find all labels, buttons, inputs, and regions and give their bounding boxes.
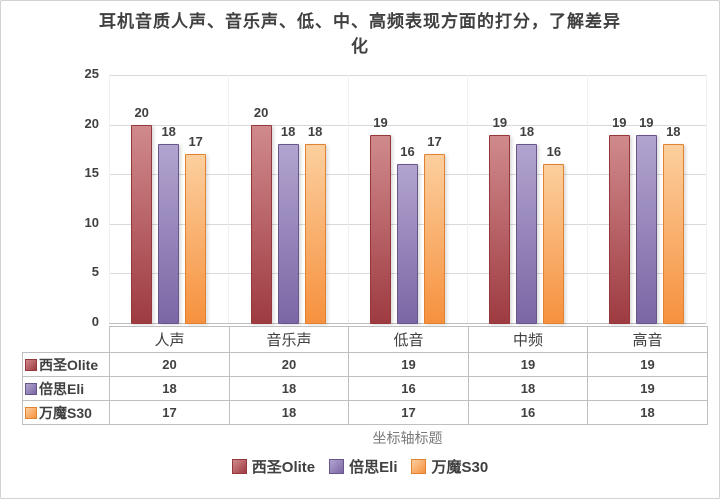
vertical-gridline — [586, 75, 588, 323]
table-row: 万魔S30 17 18 17 16 18 — [22, 400, 708, 425]
bar — [516, 144, 538, 324]
series-swatch — [25, 358, 37, 371]
table-row: 西圣Olite 20 20 19 19 19 — [22, 352, 708, 377]
bar — [370, 134, 391, 324]
bar — [277, 144, 299, 324]
table-value-cell: 18 — [229, 376, 349, 401]
legend-label: 倍思Eli — [349, 459, 398, 476]
table-header-cell: 音乐声 — [229, 326, 349, 353]
table-value-cell: 19 — [468, 352, 588, 377]
bar — [185, 154, 207, 324]
legend-marker — [329, 459, 345, 474]
bar-value-label: 18 — [280, 124, 296, 140]
bar — [250, 124, 272, 324]
y-tick-label: 5 — [91, 264, 99, 280]
table-header-row: 人声 音乐声 低音 中频 高音 — [23, 326, 708, 353]
table-row-label: 西圣Olite — [22, 352, 110, 377]
legend: 西圣Olite 倍思Eli 万魔S30 — [1, 456, 719, 477]
legend-item: 西圣Olite — [231, 456, 316, 477]
table-value-cell: 17 — [109, 400, 230, 425]
series-name: 西圣Olite — [39, 356, 99, 373]
plot-area: 20 18 17 20 18 18 19 16 17 19 18 16 19 19 18 — [109, 75, 707, 324]
legend-marker — [231, 459, 247, 474]
bar-value-label: 20 — [134, 104, 149, 120]
table-header-cell: 中频 — [468, 326, 588, 353]
table-value-cell: 19 — [348, 352, 469, 377]
bar-value-label: 17 — [427, 134, 442, 150]
table-value-cell: 18 — [587, 400, 708, 425]
table-value-cell: 20 — [109, 352, 230, 377]
gridline — [109, 124, 706, 126]
bar-value-label: 18 — [307, 124, 323, 140]
table-row: 倍思Eli 18 18 16 18 19 — [22, 376, 708, 401]
bar — [158, 144, 180, 324]
x-axis-title: 坐标轴标题 — [372, 430, 443, 446]
bar-value-label: 16 — [400, 144, 415, 160]
table-corner-cell — [23, 327, 110, 353]
bar-value-label: 19 — [612, 114, 627, 130]
table-value-cell: 16 — [468, 400, 588, 425]
table-value-cell: 19 — [587, 376, 708, 401]
vertical-gridline — [347, 75, 349, 323]
bar-value-label: 19 — [373, 114, 388, 130]
vertical-gridline — [467, 75, 469, 323]
vertical-gridline — [109, 75, 110, 323]
bar — [304, 144, 326, 324]
y-tick-label: 0 — [91, 314, 99, 329]
vertical-gridline — [228, 75, 230, 323]
bar — [424, 154, 445, 324]
gridline — [109, 75, 706, 76]
series-name: 万魔S30 — [39, 404, 92, 421]
legend-label: 万魔S30 — [431, 459, 489, 476]
series-swatch — [25, 406, 37, 419]
table-header-cell: 人声 — [109, 326, 230, 353]
legend-item: 万魔S30 — [411, 456, 488, 477]
table-row-label: 万魔S30 — [22, 400, 110, 425]
table-header-cell: 低音 — [348, 326, 469, 353]
bar — [543, 164, 565, 324]
legend-label: 西圣Olite — [251, 459, 316, 476]
legend-marker — [411, 459, 427, 474]
bar — [608, 134, 630, 324]
table-value-cell: 19 — [587, 352, 708, 377]
bar-value-label: 19 — [639, 114, 654, 130]
bar-value-label: 16 — [546, 144, 562, 160]
y-tick-label: 10 — [84, 214, 99, 230]
data-table: 人声 音乐声 低音 中频 高音 西圣Olite 20 20 19 19 19 倍思Eli 18 18 16 1… — [22, 326, 708, 425]
bar — [131, 124, 153, 324]
bar — [397, 164, 418, 324]
bar — [489, 134, 511, 324]
bar-value-label: 19 — [492, 114, 508, 130]
y-tick-label: 20 — [84, 115, 99, 131]
table-row-label: 倍思Eli — [22, 376, 110, 401]
y-tick-label: 25 — [84, 66, 99, 81]
chart-title: 耳机音质人声、音乐声、低、中、高频表现方面的打分，了解差异 化 — [99, 12, 621, 56]
series-name: 倍思Eli — [39, 380, 85, 397]
bar — [662, 144, 684, 324]
table-value-cell: 18 — [229, 400, 349, 425]
table-value-cell: 18 — [468, 376, 588, 401]
bar — [635, 134, 657, 324]
legend-item: 倍思Eli — [329, 456, 397, 477]
table-header-cell: 高音 — [587, 326, 708, 353]
bar-value-label: 18 — [666, 124, 681, 140]
table-value-cell: 16 — [348, 376, 469, 401]
bar-value-label: 18 — [519, 124, 535, 140]
bar-value-label: 18 — [161, 124, 176, 140]
vertical-gridline — [706, 75, 707, 323]
y-tick-label: 15 — [84, 165, 99, 181]
bar-value-label: 17 — [188, 134, 203, 150]
table-value-cell: 20 — [229, 352, 349, 377]
table-value-cell: 18 — [109, 376, 230, 401]
series-swatch — [25, 382, 37, 395]
bar-value-label: 20 — [253, 104, 269, 120]
table-value-cell: 17 — [348, 400, 469, 425]
